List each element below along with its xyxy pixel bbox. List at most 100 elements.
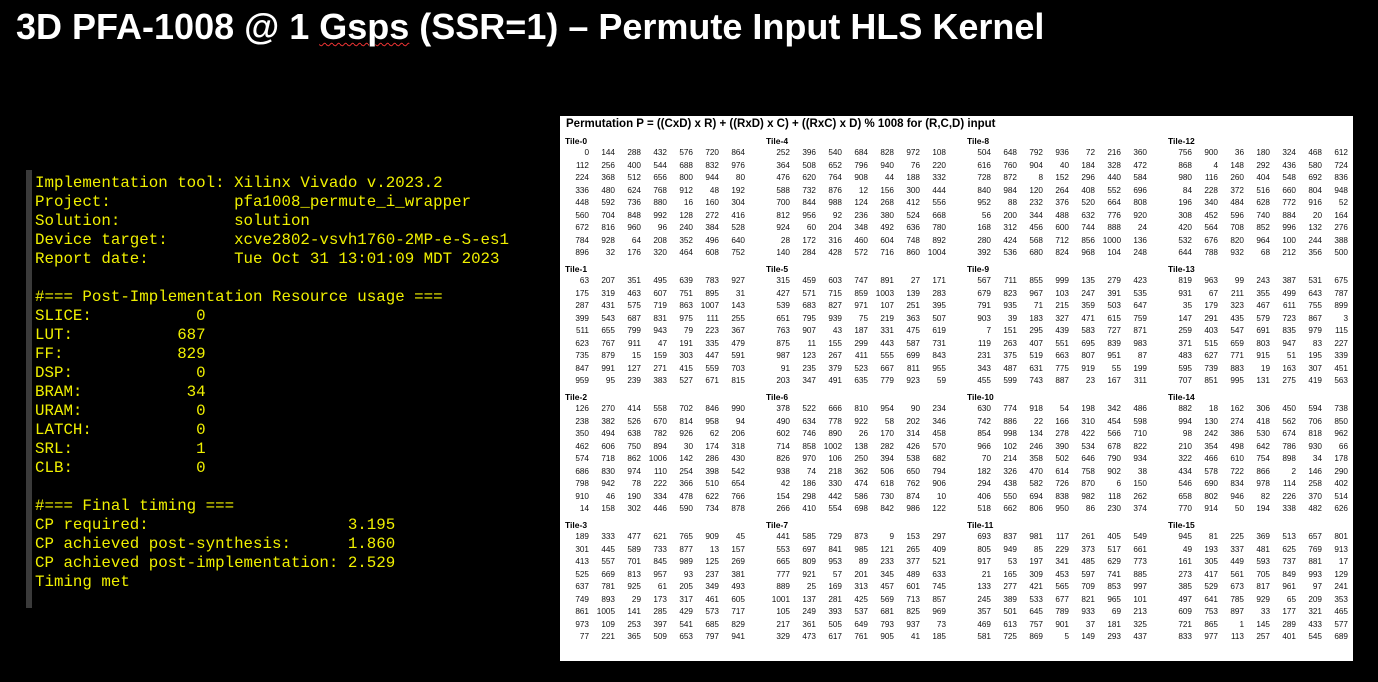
table-cell: 627: [1204, 351, 1218, 360]
table-cell: 177: [1282, 607, 1296, 616]
table-cell: 670: [653, 416, 667, 426]
table-cell: 337: [1230, 544, 1244, 554]
table-cell: 636: [906, 223, 920, 232]
table-cell: 876: [828, 185, 842, 195]
table-cell: 456: [1029, 223, 1043, 232]
table-cell: 335: [705, 338, 719, 348]
table-cell: 713: [906, 594, 920, 604]
table-cell: 908: [854, 173, 868, 182]
table-cell: 310: [1081, 416, 1095, 426]
table-row: 861 1005 141 285 429 573 717: [565, 606, 747, 619]
table-cell: 266: [776, 504, 790, 513]
table-cell: 916: [1308, 198, 1322, 207]
table-cell: 855: [1029, 276, 1043, 285]
table-cell: 594: [1308, 404, 1322, 413]
table-cell: 187: [854, 326, 868, 335]
table-cell: 322: [1178, 454, 1192, 463]
table-cell: 351: [627, 276, 641, 285]
table-cell: 472: [1133, 160, 1147, 170]
table-cell: 543: [601, 313, 615, 323]
table-cell: 970: [802, 454, 816, 463]
table-cell: 396: [802, 148, 816, 157]
table-cell: 596: [1230, 210, 1244, 220]
table-cell: 295: [1029, 326, 1043, 335]
table-cell: 675: [1334, 276, 1348, 285]
table-cell: 325: [1133, 619, 1147, 629]
table-row: 938 74 218 362 506 650 794: [766, 466, 948, 479]
table-cell: 75: [858, 313, 868, 323]
table-cell: 600: [1055, 223, 1069, 232]
table-row: 266 410 554 698 842 986 122: [766, 503, 948, 516]
table-cell: 160: [705, 198, 719, 207]
table-cell: 193: [1204, 544, 1218, 554]
table-row: 392 536 680 824 968 104 248: [967, 247, 1149, 260]
table-cell: 214: [1003, 454, 1017, 463]
table-cell: 26: [858, 429, 868, 438]
table-cell: 315: [776, 276, 790, 285]
table-cell: 503: [1107, 301, 1121, 310]
table-cell: 842: [880, 504, 894, 513]
table-cell: 357: [977, 607, 991, 616]
table-cell: 174: [705, 441, 719, 451]
table-cell: 227: [1334, 338, 1348, 348]
table-cell: 147: [1178, 313, 1192, 323]
table-cell: 264: [1055, 185, 1069, 195]
table-cell: 395: [932, 301, 946, 310]
table-cell: 314: [906, 429, 920, 438]
table-cell: 611: [1282, 301, 1296, 310]
table-row: 980 116 260 404 548 692 836: [1168, 172, 1350, 185]
table-cell: 945: [1178, 532, 1192, 541]
table-cell: 108: [932, 148, 946, 157]
table-row: 896 32 176 320 464 608 752: [565, 247, 747, 260]
permutation-tile: Tile-1 63 207 351 495 639 783 927 175 319 463 607 75…: [565, 264, 755, 388]
table-cell: 167: [1107, 376, 1121, 385]
table-cell: 718: [601, 454, 615, 463]
table-row: 637 781 925 61 205 349 493: [565, 581, 747, 594]
table-cell: 439: [1055, 326, 1069, 335]
table-cell: 101: [1133, 594, 1147, 604]
table-cell: 885: [1133, 569, 1147, 579]
tile-label: Tile-1: [565, 264, 588, 274]
table-row: 252 396 540 684 828 972 108: [766, 147, 948, 160]
table-cell: 515: [1204, 338, 1218, 348]
table-cell: 201: [854, 569, 868, 579]
table-cell: 964: [1256, 235, 1270, 245]
table-cell: 117: [1055, 532, 1069, 541]
table-cell: 524: [906, 210, 920, 220]
table-cell: 511: [575, 326, 589, 335]
table-cell: 489: [906, 569, 920, 579]
table-cell: 887: [1055, 376, 1069, 385]
table-cell: 643: [1308, 288, 1322, 298]
table-cell: 454: [1107, 416, 1121, 426]
table-cell: 832: [705, 160, 719, 170]
table-row: 567 711 855 999 135 279 423: [967, 275, 1149, 288]
table-cell: 224: [575, 173, 589, 182]
table-cell: 206: [731, 429, 745, 438]
table-cell: 719: [653, 301, 667, 310]
table-cell: 805: [977, 544, 991, 554]
table-cell: 258: [1308, 479, 1322, 488]
table-cell: 237: [705, 569, 719, 579]
table-cell: 154: [776, 491, 790, 501]
table-cell: 90: [910, 404, 920, 413]
table-cell: 348: [854, 223, 868, 232]
table-cell: 148: [1230, 160, 1244, 170]
table-row: 651 795 939 75 219 363 507: [766, 313, 948, 326]
table-cell: 581: [977, 632, 991, 641]
table-cell: 992: [653, 210, 667, 220]
tile-table: 945 81 225 369 513 657 801 49 193 337 481 625 769 913…: [1168, 531, 1350, 644]
table-cell: 205: [679, 582, 693, 591]
table-cell: 695: [1081, 338, 1095, 348]
table-cell: 657: [1308, 532, 1322, 541]
table-cell: 660: [1282, 185, 1296, 195]
table-cell: 508: [802, 160, 816, 170]
table-cell: 666: [828, 404, 842, 413]
table-cell: 469: [977, 619, 991, 629]
table-cell: 648: [1003, 148, 1017, 157]
table-cell: 5: [1064, 632, 1069, 641]
table-cell: 249: [802, 607, 816, 616]
table-cell: 150: [1133, 479, 1147, 488]
table-cell: 851: [1204, 376, 1218, 385]
permutation-tile: Tile-6 378 522 666 810 954 90 234 490 634 778 922 58…: [766, 392, 956, 516]
table-row: 413 557 701 845 989 125 269: [565, 556, 747, 569]
